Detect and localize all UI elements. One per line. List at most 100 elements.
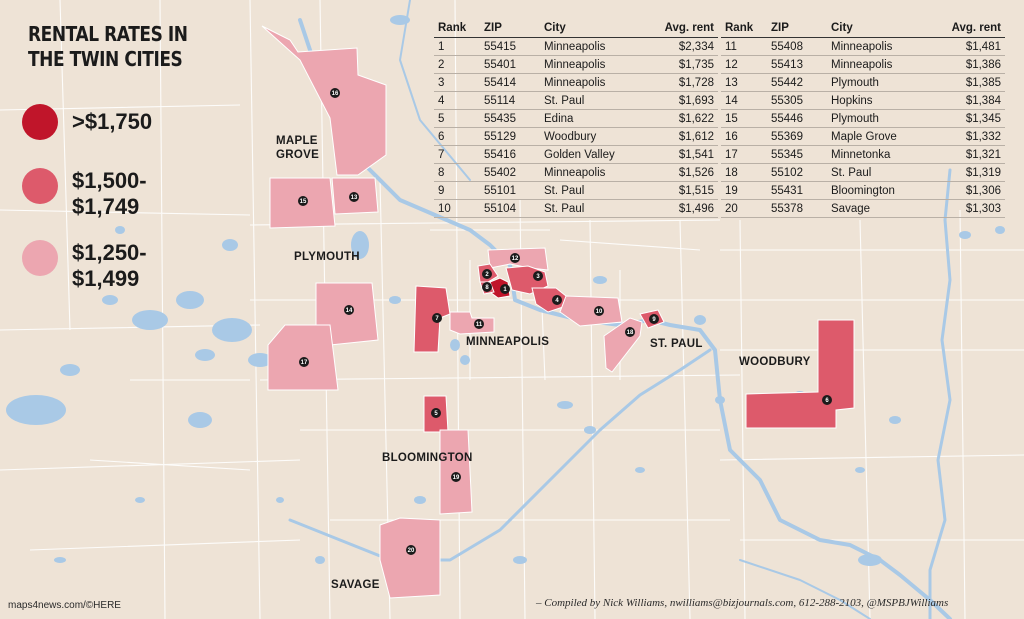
marker-4: 4 [552,295,562,305]
table-row: 13 55442 Plymouth $1,385 [721,73,1005,92]
table-row: 1 55415 Minneapolis $2,334 [434,37,718,56]
cell-rent: $1,481 [935,37,1005,56]
marker-16: 16 [330,88,340,98]
table-row: 16 55369 Maple Grove $1,332 [721,127,1005,146]
svg-text:8: 8 [485,285,489,291]
cell-rent: $1,693 [648,91,718,110]
cell-rank: 13 [721,73,767,92]
cell-rank: 16 [721,127,767,146]
lakes [6,15,1005,566]
marker-10: 10 [594,306,604,316]
svg-text:12: 12 [512,256,519,262]
cell-zip: 55408 [767,37,827,56]
cell-rent: $1,321 [935,145,1005,164]
cell-rank: 8 [434,163,480,182]
header-rank: Rank [721,20,767,38]
zip-area-55369 [261,25,387,176]
cell-rent: $1,332 [935,127,1005,146]
ranking-table-11-20: Rank ZIP City Avg. rent 11 55408 Minneapol… [721,20,1005,218]
cell-city: St. Paul [540,199,648,218]
zip-areas [261,25,855,599]
cell-rent: $1,728 [648,73,718,92]
cell-zip: 55446 [767,109,827,128]
cell-rank: 12 [721,55,767,74]
svg-text:14: 14 [346,308,353,314]
svg-text:4: 4 [555,298,559,304]
cell-rent: $1,541 [648,145,718,164]
svg-text:15: 15 [300,199,307,205]
cell-rank: 7 [434,145,480,164]
cell-rank: 15 [721,109,767,128]
legend-label-mid: $1,500- $1,749 [72,168,147,219]
place-label-minneapolis: MINNEAPOLIS [466,336,550,348]
marker-15: 15 [298,196,308,206]
table-row: 2 55401 Minneapolis $1,735 [434,55,718,74]
legend-swatch-mid [22,168,58,204]
place-label-st-paul: ST. PAUL [650,338,703,350]
cell-city: Minneapolis [827,37,935,56]
cell-zip: 55414 [480,73,540,92]
cell-rank: 6 [434,127,480,146]
zip-area-55408 [449,311,495,335]
table-row: 12 55413 Minneapolis $1,386 [721,55,1005,74]
cell-zip: 55305 [767,91,827,110]
cell-zip: 55442 [767,73,827,92]
zip-area-55416 [413,285,451,353]
cell-zip: 55401 [480,55,540,74]
cell-rent: $1,306 [935,181,1005,200]
cell-zip: 55101 [480,181,540,200]
cell-zip: 55104 [480,199,540,218]
legend-item-mid: $1,500- $1,749 [22,168,182,220]
table-row: 17 55345 Minnetonka $1,321 [721,145,1005,164]
svg-text:6: 6 [825,398,829,404]
table-row: 18 55102 St. Paul $1,319 [721,163,1005,182]
place-label-woodbury: WOODBURY [739,356,811,368]
cell-rank: 3 [434,73,480,92]
cell-rank: 20 [721,199,767,218]
table-row: 11 55408 Minneapolis $1,481 [721,37,1005,56]
cell-rank: 4 [434,91,480,110]
header-zip: ZIP [480,20,540,38]
cell-city: Edina [540,109,648,128]
legend-item-high: >$1,750 [22,104,182,140]
marker-5: 5 [431,408,441,418]
cell-rank: 1 [434,37,480,56]
cell-city: Plymouth [827,109,935,128]
marker-7: 7 [432,313,442,323]
table-row: 15 55446 Plymouth $1,345 [721,109,1005,128]
table-row: 20 55378 Savage $1,303 [721,199,1005,218]
zip-area-55102 [603,317,643,373]
table-header-row: Rank ZIP City Avg. rent [434,20,718,38]
cell-city: Minneapolis [827,55,935,74]
svg-text:1: 1 [503,287,507,293]
table-row: 4 55114 St. Paul $1,693 [434,91,718,110]
cell-city: Minneapolis [540,163,648,182]
zip-markers: 16 15 13 14 17 7 11 12 2 3 8 1 4 10 18 9… [298,88,832,555]
legend-swatch-high [22,104,58,140]
cell-rent: $1,526 [648,163,718,182]
place-label-maple-grove-line-1: MAPLE [276,135,318,147]
place-label-maple-grove-line-2: GROVE [276,149,320,161]
header-city: City [540,20,648,38]
cell-zip: 55102 [767,163,827,182]
place-label-plymouth: PLYMOUTH [294,251,360,263]
marker-9: 9 [649,314,659,324]
author-credit: – Compiled by Nick Williams, nwilliams@b… [536,597,949,609]
cell-zip: 55402 [480,163,540,182]
cell-rank: 19 [721,181,767,200]
cell-city: St. Paul [540,181,648,200]
cell-rank: 14 [721,91,767,110]
marker-17: 17 [299,357,309,367]
svg-text:19: 19 [453,475,460,481]
cell-rank: 11 [721,37,767,56]
svg-text:18: 18 [627,330,634,336]
cell-city: Minneapolis [540,37,648,56]
cell-rent: $1,303 [935,199,1005,218]
cell-rent: $1,496 [648,199,718,218]
cell-rent: $1,345 [935,109,1005,128]
cell-rent: $1,515 [648,181,718,200]
cell-zip: 55114 [480,91,540,110]
map-source-credit: maps4news.com/©HERE [8,600,121,611]
rivers [288,0,952,619]
cell-city: St. Paul [540,91,648,110]
